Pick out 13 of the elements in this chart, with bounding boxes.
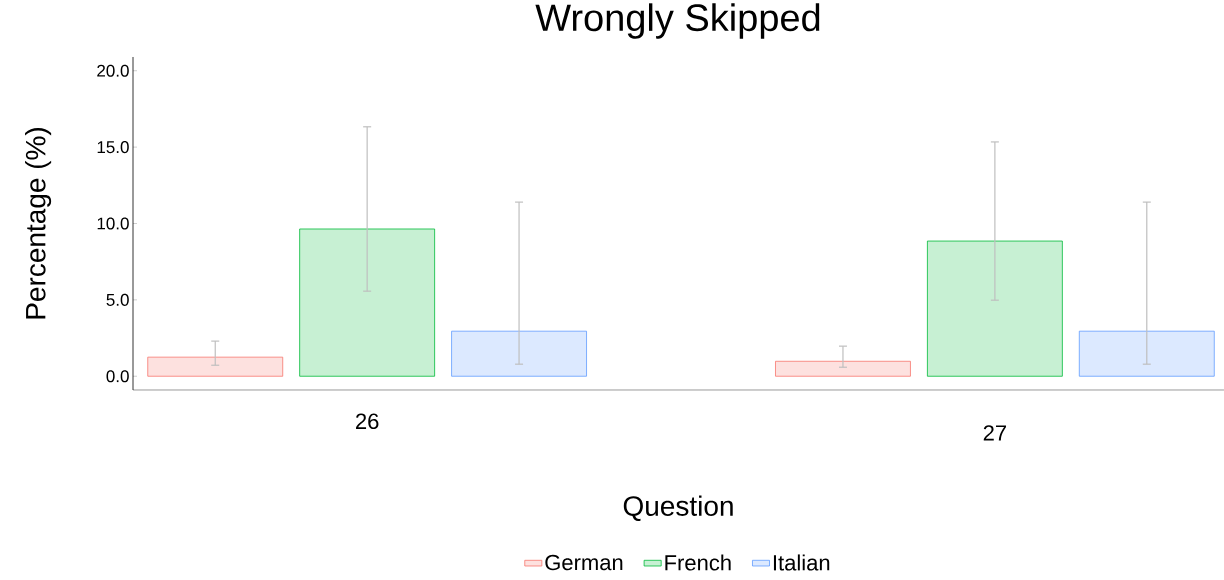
y-tick-label: 15.0 — [97, 141, 129, 154]
y-tick-label: 10.0 — [97, 217, 129, 230]
x-tick-label: 26 — [356, 413, 379, 430]
legend-label: French — [665, 554, 731, 571]
x-tick-label: 27 — [983, 425, 1007, 441]
legend-label: Italian — [773, 554, 830, 571]
x-axis-title: Question — [623, 495, 733, 521]
legend-label: German — [545, 554, 623, 571]
y-tick-label: 20.0 — [97, 64, 129, 77]
y-tick-label: 0.0 — [106, 370, 129, 383]
y-axis-title: Percentage (%) — [25, 128, 52, 319]
chart-title: Wrongly Skipped — [535, 3, 820, 39]
y-tick-label: 5.0 — [106, 293, 129, 306]
